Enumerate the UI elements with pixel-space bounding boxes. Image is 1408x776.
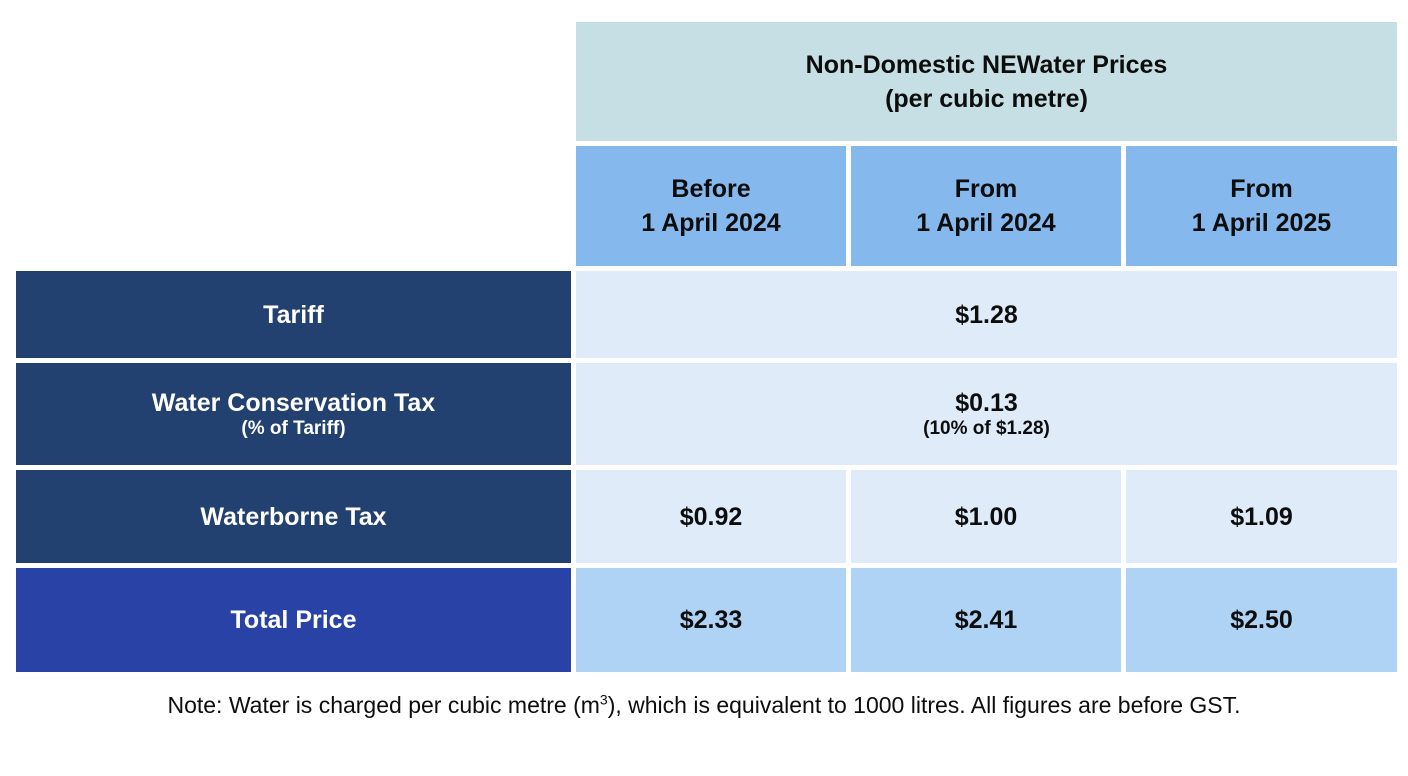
cell-value: $0.13 [955,389,1018,417]
footnote-superscript: 3 [599,691,608,708]
row-label-text: Total Price [230,606,357,634]
row-label-total-price: Total Price [16,568,571,672]
footnote-prefix: Note: Water is charged per cubic metre (… [167,692,600,718]
newater-price-table: Non-Domestic NEWater Prices (per cubic m… [16,22,1397,672]
row-label-text: Water Conservation Tax [151,389,436,417]
cell-value: $2.41 [954,606,1018,634]
table-title: Non-Domestic NEWater Prices (per cubic m… [576,22,1397,141]
cell-value: $1.09 [1230,502,1293,531]
cell-wct-value: $0.13 (10% of $1.28) [576,363,1397,465]
cell-waterborne-from-apr-2025: $1.09 [1126,470,1397,563]
column-header-line2: 1 April 2025 [1191,209,1332,237]
cell-value: $0.92 [679,502,743,531]
cell-waterborne-before-apr-2024: $0.92 [576,470,846,563]
row-label-water-conservation-tax: Water Conservation Tax (% of Tariff) [16,363,571,465]
cell-total-before-apr-2024: $2.33 [576,568,846,672]
column-header-line1: From [954,175,1018,203]
footnote-suffix: ), which is equivalent to 1000 litres. A… [607,692,1241,718]
cell-total-from-apr-2024: $2.41 [851,568,1121,672]
table-title-line2: (per cubic metre) [885,84,1088,113]
column-header-line1: From [1230,175,1293,203]
row-label-subtext: (% of Tariff) [241,418,346,439]
cell-tariff-value: $1.28 [576,271,1397,358]
column-header-before-apr-2024: Before 1 April 2024 [576,146,846,266]
cell-value: $2.50 [1230,606,1293,634]
cell-waterborne-from-apr-2024: $1.00 [851,470,1121,563]
cell-value: $1.28 [955,300,1018,329]
column-header-line2: 1 April 2024 [916,209,1056,237]
column-header-line1: Before [671,175,751,203]
row-label-waterborne-tax: Waterborne Tax [16,470,571,563]
row-label-text: Waterborne Tax [200,502,387,531]
footnote: Note: Water is charged per cubic metre (… [0,692,1408,719]
table-title-line1: Non-Domestic NEWater Prices [805,50,1168,79]
column-header-from-apr-2024: From 1 April 2024 [851,146,1121,266]
cell-value: $1.00 [954,502,1018,531]
column-header-from-apr-2025: From 1 April 2025 [1126,146,1397,266]
empty-corner-spacer [16,22,571,266]
cell-subvalue: (10% of $1.28) [923,418,1050,439]
cell-total-from-apr-2025: $2.50 [1126,568,1397,672]
cell-value: $2.33 [679,606,743,634]
row-label-tariff: Tariff [16,271,571,358]
row-label-text: Tariff [263,300,324,329]
column-header-line2: 1 April 2024 [641,209,781,237]
